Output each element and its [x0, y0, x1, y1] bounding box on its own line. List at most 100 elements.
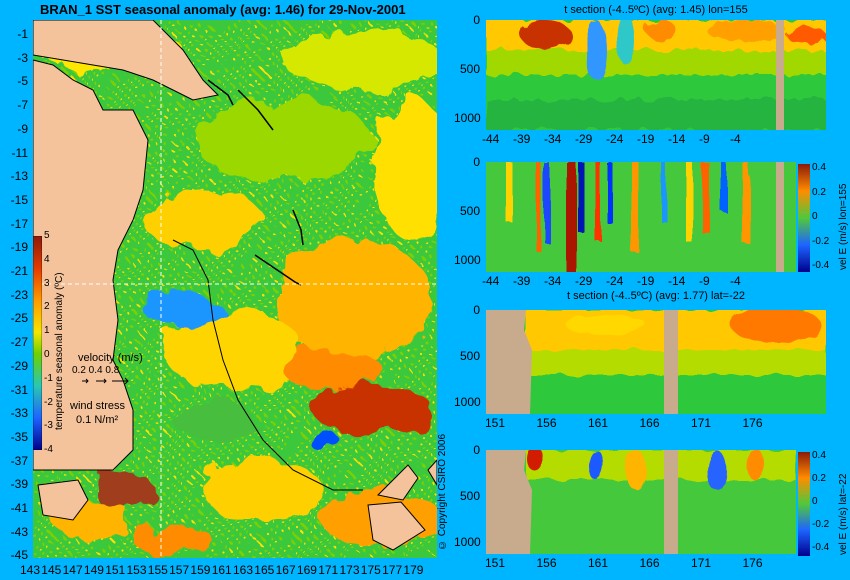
velocity-colorbar-2 — [798, 452, 810, 556]
velocity-colorbar-tick-label: 0 — [812, 211, 818, 222]
lon-tick-label: 155 — [147, 563, 168, 577]
velocity-arrows-icon — [82, 377, 129, 385]
panel-x-tick-label: 156 — [536, 556, 557, 570]
panel-x-tick-label: -19 — [637, 274, 655, 288]
panel-x-tick-label: 156 — [536, 416, 557, 430]
panel-x-tick-label: 176 — [742, 556, 763, 570]
lon-tick-label: 153 — [126, 563, 147, 577]
colorbar-tick-label: -4 — [44, 444, 53, 456]
panel-x-tick-label: -29 — [575, 274, 593, 288]
lat-tick-label: -17 — [10, 216, 28, 231]
panel-x-tick-label: 161 — [588, 416, 609, 430]
lon-tick-label: 165 — [254, 563, 275, 577]
colorbar-tick-label: -1 — [44, 372, 53, 384]
lat-tick-label: -7 — [17, 98, 28, 113]
panel-x-tick-label: -39 — [513, 132, 531, 146]
panel-x-tick-label: -19 — [637, 132, 655, 146]
lat-tick-label: -13 — [10, 169, 28, 184]
lat-tick-label: -43 — [10, 524, 28, 539]
velocity-colorbar-2-label: vel E (m/s) lat=-22 — [838, 473, 849, 555]
lon-tick-label: 143 — [20, 563, 41, 577]
velocity-colorbar-tick-label: -0.4 — [812, 542, 830, 553]
velocity-legend-title: velocity (m/s) — [78, 352, 143, 364]
panel-y-tick-label: 1000 — [454, 395, 481, 409]
lon-tick-label: 169 — [296, 563, 317, 577]
velocity-colorbar-1-label: vel E (m/s) lon=155 — [838, 183, 849, 270]
map-title: BRAN_1 SST seasonal anomaly (avg: 1.46) … — [40, 2, 406, 17]
lat-tick-label: -33 — [10, 406, 28, 421]
wind-legend-scale: 0.1 N/m² — [76, 414, 119, 426]
velocity-colorbar-tick-label: 0.4 — [812, 450, 826, 461]
colorbar-label: temperature seasonal anomaly (ºC) — [54, 272, 65, 430]
panel-y-tick-label: 0 — [473, 443, 480, 457]
panel-x-tick-label: 161 — [588, 556, 609, 570]
panel-x-tick-label: -24 — [606, 274, 624, 288]
velocity-colorbar-tick-label: 0.2 — [812, 473, 826, 484]
panel-x-tick-label: -4 — [730, 274, 741, 288]
lat-tick-label: -41 — [10, 501, 28, 515]
panel-y-tick-label: 0 — [473, 303, 480, 317]
velocity-colorbar-tick-label: 0 — [812, 496, 818, 507]
panel-x-tick-label: 171 — [691, 556, 712, 570]
panel-x-tick-label: -4 — [730, 132, 741, 146]
new-zealand-landmass — [367, 459, 437, 551]
sst-anomaly-map[interactable] — [33, 20, 437, 558]
velocity-colorbar-tick-label: -0.2 — [812, 235, 830, 247]
panel-y-tick-label: 0 — [473, 13, 480, 27]
island-outlines — [207, 79, 304, 286]
colorbar-tick-label: 3 — [44, 277, 50, 289]
lat-tick-label: -21 — [10, 264, 28, 278]
velocity-colorbar-tick-label: -0.2 — [812, 519, 830, 530]
velocity-colorbar-tick-label: 0.4 — [812, 162, 826, 173]
lon-tick-label: 157 — [169, 563, 190, 577]
lon-tick-label: 167 — [275, 563, 296, 577]
panel-x-tick-label: 151 — [485, 556, 506, 570]
sst-colorbar — [33, 236, 42, 450]
velocity-section-lat-22[interactable] — [486, 450, 796, 554]
panel-3-title: t section (-4..5ºC) (avg: 1.77) lat=-22 — [567, 290, 745, 302]
panel-x-tick-label: -14 — [668, 274, 686, 288]
panel-x-tick-label: -34 — [544, 132, 562, 146]
panel-y-tick-label: 1000 — [454, 253, 481, 267]
temp-section-lat-22[interactable] — [486, 310, 826, 414]
lon-tick-label: 149 — [83, 563, 104, 577]
lon-tick-label: 161 — [211, 563, 232, 577]
colorbar-tick-label: 1 — [44, 325, 50, 337]
panel-x-tick-label: -9 — [699, 274, 710, 288]
temp-section-lon155[interactable] — [486, 20, 826, 130]
velocity-section-lon155[interactable] — [486, 162, 796, 272]
colorbar-tick-label: -3 — [44, 420, 53, 432]
velocity-colorbar-1 — [798, 164, 810, 272]
lat-tick-label: -31 — [10, 382, 28, 397]
lat-tick-label: -15 — [10, 192, 28, 207]
panel-x-tick-label: 176 — [742, 416, 763, 430]
lat-tick-label: -1 — [17, 27, 28, 41]
panel-x-tick-label: -14 — [668, 132, 686, 146]
lat-tick-label: -45 — [10, 548, 28, 563]
velocity-colorbar-tick-label: 0.2 — [812, 186, 826, 198]
panel-x-tick-label: -29 — [575, 132, 593, 146]
lon-tick-label: 173 — [339, 563, 360, 577]
lat-tick-label: -37 — [10, 453, 28, 468]
panel-x-tick-label: 166 — [639, 416, 660, 430]
lon-tick-label: 163 — [233, 563, 254, 577]
lat-tick-label: -35 — [10, 429, 28, 444]
panel-x-tick-label: 151 — [485, 416, 506, 430]
velocity-legend-scale: 0.2 0.4 0.8 — [72, 365, 120, 376]
panel-y-tick-label: 500 — [459, 62, 480, 76]
papua-new-guinea-landmass — [33, 20, 220, 101]
bathymetry-contour — [172, 239, 363, 491]
lon-tick-label: 171 — [318, 563, 339, 577]
wind-legend-title: wind stress — [70, 400, 126, 412]
panel-y-tick-label: 500 — [459, 489, 480, 503]
lon-tick-label: 177 — [382, 563, 403, 577]
lat-tick-label: -11 — [11, 145, 28, 160]
lon-tick-label: 147 — [62, 563, 83, 577]
colorbar-tick-label: 4 — [44, 253, 50, 265]
lat-tick-label: -25 — [10, 311, 28, 326]
lat-tick-label: -29 — [10, 358, 28, 373]
colorbar-tick-label: 5 — [44, 230, 50, 241]
panel-x-tick-label: -34 — [544, 274, 562, 288]
tasmania-landmass — [37, 479, 89, 521]
panel-x-tick-label: -24 — [606, 132, 624, 146]
